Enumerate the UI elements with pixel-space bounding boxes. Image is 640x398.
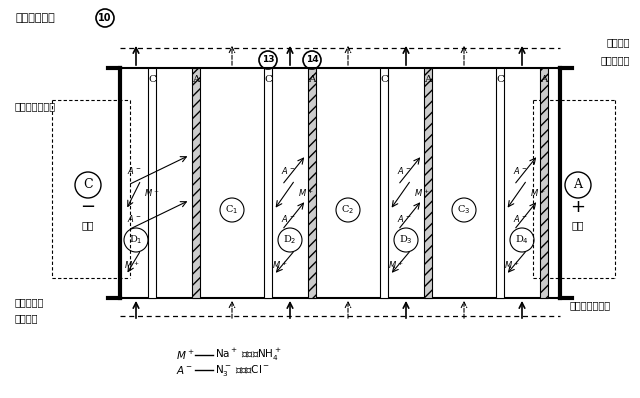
Text: $A^-$: $A^-$ <box>127 213 141 224</box>
Text: $A^-$: $A^-$ <box>513 164 527 176</box>
Text: 13: 13 <box>262 55 275 64</box>
Text: 濃縮液出: 濃縮液出 <box>607 37 630 47</box>
Text: C$_{2}$: C$_{2}$ <box>342 204 355 217</box>
Bar <box>496 68 504 298</box>
Text: C: C <box>380 76 388 84</box>
Text: フィード入: フィード入 <box>15 297 44 307</box>
Text: C: C <box>83 178 93 191</box>
Bar <box>540 68 548 298</box>
Text: $M^+$: $M^+$ <box>124 259 140 271</box>
Text: D$_{3}$: D$_{3}$ <box>399 234 413 246</box>
Text: C: C <box>264 76 272 84</box>
Text: $A^-$: $A^-$ <box>397 213 411 224</box>
Text: $M^+$: $M^+$ <box>530 187 545 199</box>
Text: $M^+$: $M^+$ <box>414 187 429 199</box>
Text: $A^-$: $A^-$ <box>177 364 193 376</box>
Text: A: A <box>192 76 200 84</box>
Text: $A^-$: $A^-$ <box>513 213 527 224</box>
Text: C: C <box>496 76 504 84</box>
Text: $M^+$: $M^+$ <box>144 187 159 199</box>
Text: $A^-$: $A^-$ <box>281 213 295 224</box>
Text: D$_{4}$: D$_{4}$ <box>515 234 529 246</box>
Text: C: C <box>148 76 156 84</box>
Text: Na$^+$ およびNH$_4^+$: Na$^+$ およびNH$_4^+$ <box>215 347 282 363</box>
Text: D$_{1}$: D$_{1}$ <box>129 234 143 246</box>
Text: $A^-$: $A^-$ <box>127 164 141 176</box>
Bar <box>424 68 432 298</box>
Text: 濃縮液入: 濃縮液入 <box>15 313 38 323</box>
Bar <box>308 68 316 298</box>
Bar <box>192 68 200 298</box>
Text: A: A <box>308 76 316 84</box>
Text: A: A <box>424 76 432 84</box>
Text: A: A <box>540 76 548 84</box>
Text: −: − <box>81 198 95 216</box>
Text: スタック番号: スタック番号 <box>15 13 55 23</box>
Text: $M^+$: $M^+$ <box>504 259 520 271</box>
Text: $M^+$: $M^+$ <box>388 259 403 271</box>
Text: 随極: 随極 <box>572 220 584 230</box>
Text: 陰極: 陰極 <box>82 220 94 230</box>
Text: $A^-$: $A^-$ <box>397 164 411 176</box>
Text: $M^+$: $M^+$ <box>176 349 195 361</box>
Text: フィード出: フィード出 <box>600 55 630 65</box>
Text: C$_{3}$: C$_{3}$ <box>458 204 470 217</box>
Text: 電極すすぎ溶液: 電極すすぎ溶液 <box>15 101 56 111</box>
Bar <box>264 68 272 298</box>
Text: C$_{1}$: C$_{1}$ <box>225 204 239 217</box>
Text: $M^+$: $M^+$ <box>272 259 287 271</box>
Text: +: + <box>570 198 586 216</box>
Text: 電極すすぎ溶液: 電極すすぎ溶液 <box>570 300 611 310</box>
Text: D$_{2}$: D$_{2}$ <box>284 234 297 246</box>
Text: $A^-$: $A^-$ <box>281 164 295 176</box>
Text: N$_3^-$ およびCl$^-$: N$_3^-$ およびCl$^-$ <box>215 363 270 377</box>
Text: A: A <box>573 178 582 191</box>
Bar <box>148 68 156 298</box>
Text: $M^+$: $M^+$ <box>298 187 314 199</box>
Bar <box>380 68 388 298</box>
Text: 10: 10 <box>99 13 112 23</box>
Text: 14: 14 <box>306 55 318 64</box>
